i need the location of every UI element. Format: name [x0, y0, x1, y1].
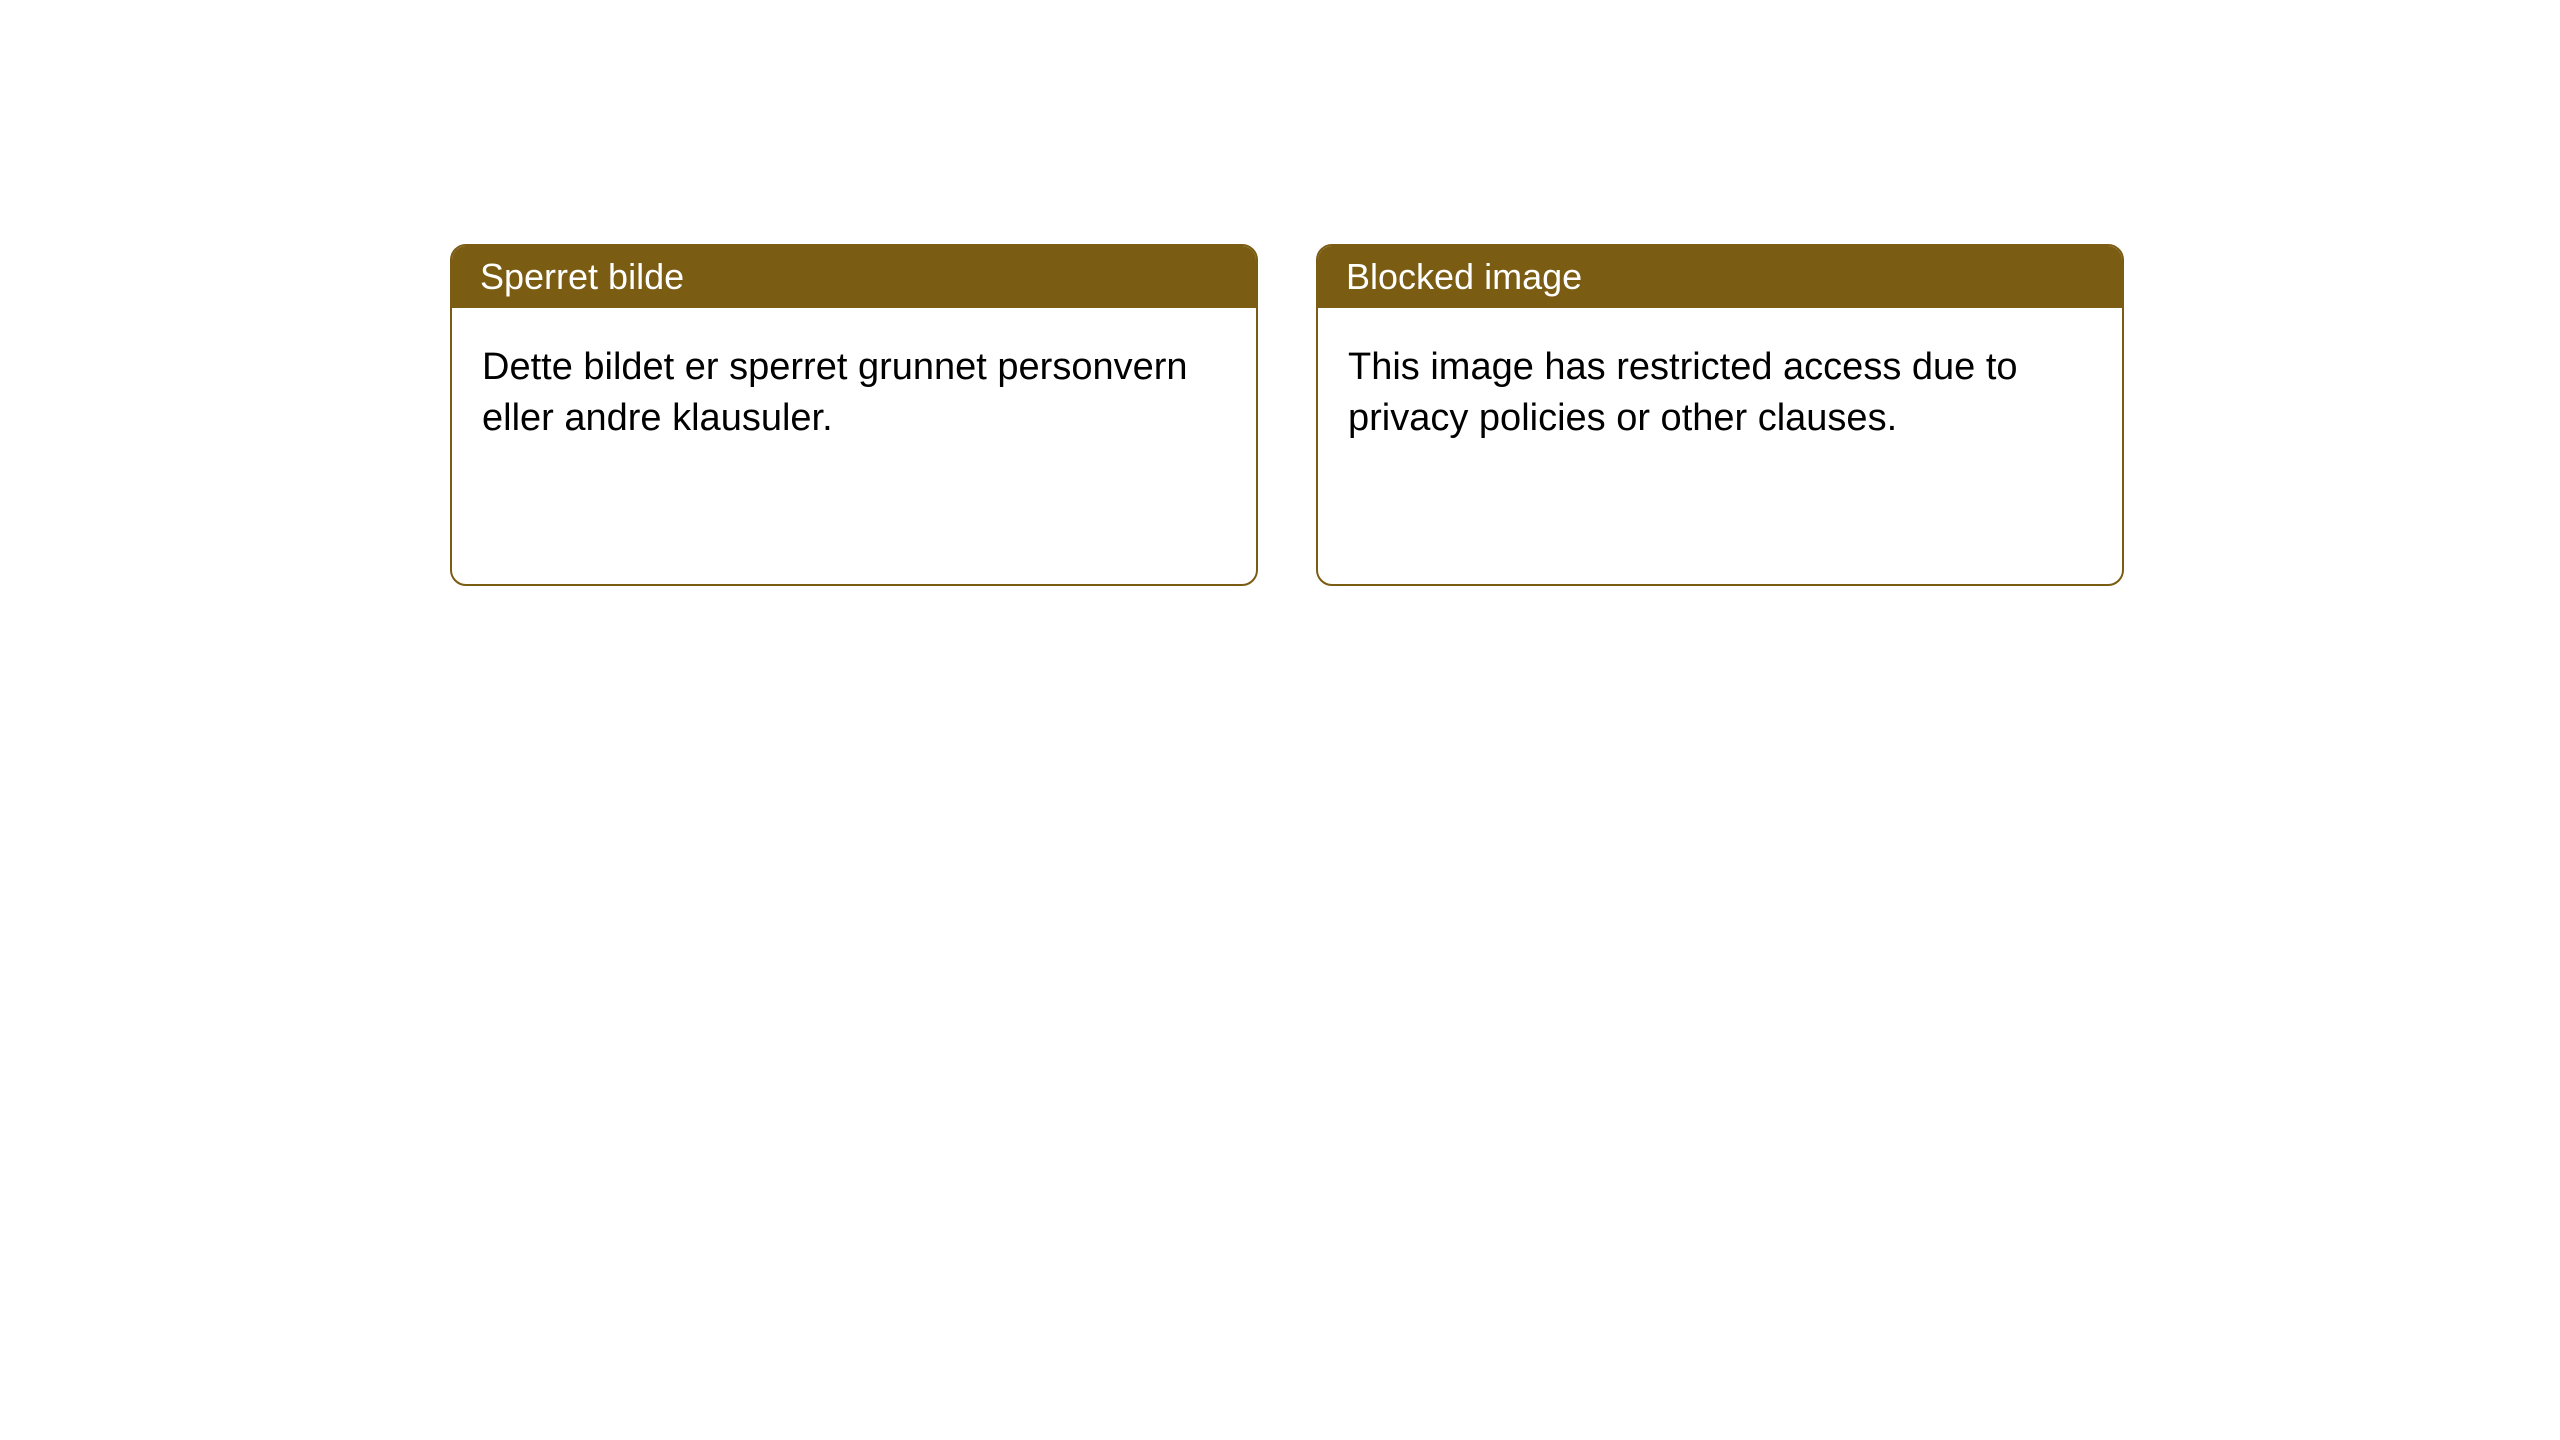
notice-title: Blocked image: [1318, 246, 2122, 308]
notice-card-english: Blocked image This image has restricted …: [1316, 244, 2124, 586]
notice-container: Sperret bilde Dette bildet er sperret gr…: [0, 0, 2560, 586]
notice-body: Dette bildet er sperret grunnet personve…: [452, 308, 1256, 584]
notice-title: Sperret bilde: [452, 246, 1256, 308]
notice-card-norwegian: Sperret bilde Dette bildet er sperret gr…: [450, 244, 1258, 586]
notice-body: This image has restricted access due to …: [1318, 308, 2122, 584]
